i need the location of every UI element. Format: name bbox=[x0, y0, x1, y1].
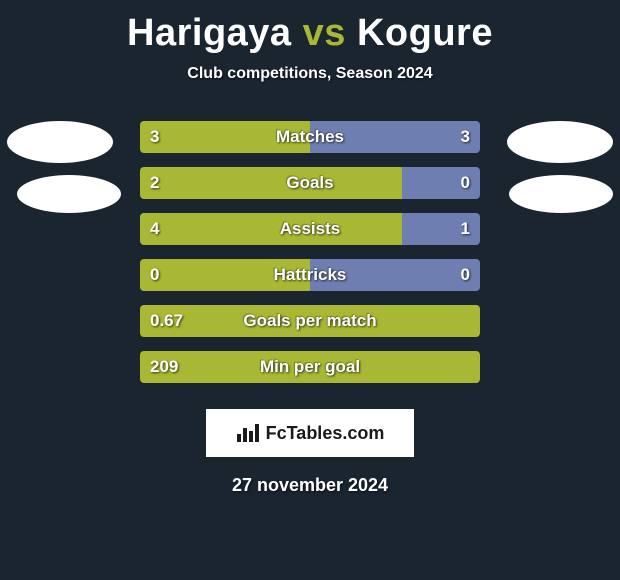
date-label: 27 november 2024 bbox=[0, 475, 620, 496]
stat-value-left: 0 bbox=[150, 259, 159, 291]
stat-bar-right bbox=[310, 121, 480, 153]
watermark-text: FcTables.com bbox=[266, 423, 385, 444]
stat-value-right: 0 bbox=[461, 167, 470, 199]
player2-avatar-icon bbox=[507, 121, 613, 163]
comparison-title: Harigaya vs Kogure bbox=[0, 0, 620, 55]
stat-value-left: 4 bbox=[150, 213, 159, 245]
stat-value-left: 2 bbox=[150, 167, 159, 199]
stat-row: 0 0 Hattricks bbox=[140, 259, 480, 291]
watermark-badge: FcTables.com bbox=[206, 409, 414, 457]
player1-avatar-icon bbox=[7, 121, 113, 163]
stat-value-right: 0 bbox=[461, 259, 470, 291]
stat-bars: 3 3 Matches 2 0 Goals 4 1 Assists 0 0 Ha… bbox=[140, 121, 480, 397]
stat-bar-left bbox=[140, 167, 402, 199]
stat-row: 209 Min per goal bbox=[140, 351, 480, 383]
stat-bar-left bbox=[140, 351, 480, 383]
stat-row: 0.67 Goals per match bbox=[140, 305, 480, 337]
stat-value-right: 3 bbox=[461, 121, 470, 153]
stat-value-right: 1 bbox=[461, 213, 470, 245]
stat-value-left: 0.67 bbox=[150, 305, 183, 337]
stat-bar-left bbox=[140, 121, 310, 153]
stat-value-left: 3 bbox=[150, 121, 159, 153]
stat-bar-left bbox=[140, 305, 480, 337]
chart-area: 3 3 Matches 2 0 Goals 4 1 Assists 0 0 Ha… bbox=[0, 121, 620, 401]
stat-row: 4 1 Assists bbox=[140, 213, 480, 245]
bars-icon bbox=[236, 424, 262, 442]
stat-bar-right bbox=[310, 259, 480, 291]
stat-bar-left bbox=[140, 213, 402, 245]
stat-value-left: 209 bbox=[150, 351, 178, 383]
stat-bar-left bbox=[140, 259, 310, 291]
stat-row: 3 3 Matches bbox=[140, 121, 480, 153]
stat-row: 2 0 Goals bbox=[140, 167, 480, 199]
player1-name: Harigaya bbox=[127, 12, 292, 54]
subtitle: Club competitions, Season 2024 bbox=[0, 65, 620, 83]
player1-avatar-icon bbox=[17, 175, 121, 213]
player2-name: Kogure bbox=[357, 12, 493, 54]
vs-label: vs bbox=[303, 12, 346, 54]
player2-avatar-icon bbox=[509, 175, 613, 213]
